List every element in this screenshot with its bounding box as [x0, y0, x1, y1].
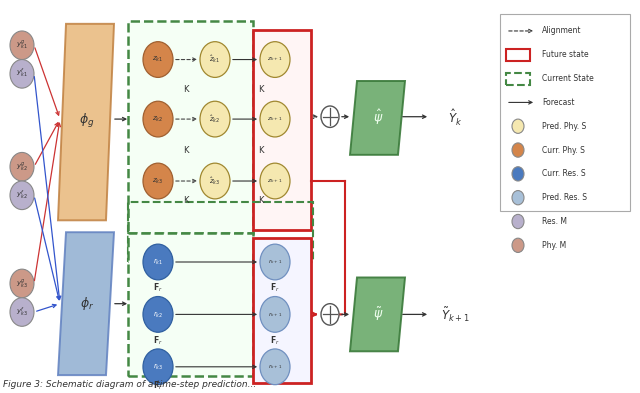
Text: $\tilde{Y}_{k+1}$: $\tilde{Y}_{k+1}$ [441, 305, 469, 323]
Circle shape [260, 244, 290, 280]
Text: $y_{k2}^g$: $y_{k2}^g$ [16, 161, 28, 173]
Bar [506, 49, 530, 61]
Circle shape [260, 42, 290, 77]
Text: $r_{k+1}$: $r_{k+1}$ [268, 362, 282, 371]
Circle shape [10, 269, 34, 298]
Circle shape [321, 106, 339, 127]
Polygon shape [58, 24, 114, 220]
Text: Phy. M: Phy. M [542, 241, 566, 250]
Text: $z_{k1}$: $z_{k1}$ [152, 55, 164, 64]
Text: $\hat{z}_{k1}$: $\hat{z}_{k1}$ [209, 54, 221, 65]
Bar [506, 73, 530, 84]
Text: $\mathbf{F}_r$: $\mathbf{F}_r$ [270, 282, 280, 294]
Text: $z_{k+1}$: $z_{k+1}$ [268, 55, 283, 64]
Text: Res. M: Res. M [542, 217, 567, 226]
Bar [128, 22, 253, 233]
Text: K: K [259, 145, 264, 154]
Text: $z_{k+1}$: $z_{k+1}$ [268, 115, 283, 123]
Bar [128, 202, 313, 262]
Text: $y_{k1}^f$: $y_{k1}^f$ [16, 67, 28, 81]
Text: $z_{k3}$: $z_{k3}$ [152, 176, 164, 185]
Text: Curr. Phy. S: Curr. Phy. S [542, 145, 585, 154]
Polygon shape [350, 81, 405, 155]
Text: $\phi_g$: $\phi_g$ [79, 112, 95, 130]
Text: Current State: Current State [542, 74, 594, 83]
Text: $y_{k3}^f$: $y_{k3}^f$ [16, 305, 28, 319]
Text: Forecast: Forecast [542, 98, 575, 107]
Text: K: K [183, 85, 189, 94]
Text: $\hat{z}_{k3}$: $\hat{z}_{k3}$ [209, 175, 221, 187]
Text: $\hat{Y}_{k}$: $\hat{Y}_{k}$ [448, 108, 462, 128]
Circle shape [143, 163, 173, 199]
Circle shape [512, 167, 524, 181]
Text: $y_{k1}^g$: $y_{k1}^g$ [16, 39, 28, 51]
Circle shape [10, 152, 34, 181]
Text: $\phi_r$: $\phi_r$ [80, 295, 94, 312]
Text: $r_{k+1}$: $r_{k+1}$ [268, 310, 282, 319]
Circle shape [143, 101, 173, 137]
Circle shape [260, 101, 290, 137]
Circle shape [512, 143, 524, 157]
Text: K: K [259, 85, 264, 94]
Circle shape [10, 31, 34, 60]
Circle shape [10, 60, 34, 88]
Bar [500, 14, 630, 211]
Text: K: K [259, 196, 264, 205]
Circle shape [260, 349, 290, 385]
Circle shape [512, 238, 524, 252]
Circle shape [321, 304, 339, 325]
Text: $r_{k3}$: $r_{k3}$ [153, 362, 163, 372]
Text: $\tilde{\psi}$: $\tilde{\psi}$ [372, 306, 383, 323]
Circle shape [260, 297, 290, 332]
Text: K: K [183, 145, 189, 154]
Circle shape [512, 214, 524, 229]
Bar [253, 238, 311, 384]
Circle shape [200, 42, 230, 77]
Text: $\hat{z}_{k2}$: $\hat{z}_{k2}$ [209, 113, 221, 125]
Text: $y_{k2}^f$: $y_{k2}^f$ [16, 189, 28, 202]
Text: $\mathbf{F}_r$: $\mathbf{F}_r$ [153, 380, 163, 392]
Polygon shape [58, 232, 114, 375]
Text: Pred. Phy. S: Pred. Phy. S [542, 122, 586, 131]
Circle shape [143, 297, 173, 332]
Circle shape [143, 244, 173, 280]
Bar [128, 233, 253, 376]
Circle shape [512, 191, 524, 205]
Text: $r_{k+1}$: $r_{k+1}$ [268, 257, 282, 266]
Text: $r_{k1}$: $r_{k1}$ [153, 257, 163, 267]
Text: Figure 3: Schematic diagram of a time-step prediction...: Figure 3: Schematic diagram of a time-st… [3, 380, 256, 389]
Text: $\mathbf{F}_r$: $\mathbf{F}_r$ [153, 282, 163, 294]
Circle shape [512, 119, 524, 133]
Circle shape [260, 163, 290, 199]
Bar [253, 30, 311, 230]
Text: $\mathbf{F}_r$: $\mathbf{F}_r$ [270, 334, 280, 347]
Text: Curr. Res. S: Curr. Res. S [542, 169, 586, 178]
Text: $\mathbf{F}_r$: $\mathbf{F}_r$ [153, 334, 163, 347]
Circle shape [143, 349, 173, 385]
Circle shape [143, 42, 173, 77]
Text: Future state: Future state [542, 50, 589, 59]
Text: Pred. Res. S: Pred. Res. S [542, 193, 587, 202]
Text: $r_{k2}$: $r_{k2}$ [153, 309, 163, 320]
Polygon shape [350, 277, 405, 351]
Text: $\hat{\psi}$: $\hat{\psi}$ [372, 108, 383, 127]
Circle shape [200, 163, 230, 199]
Text: $y_{k3}^g$: $y_{k3}^g$ [16, 277, 28, 290]
Circle shape [10, 298, 34, 326]
Circle shape [200, 101, 230, 137]
Text: Alignment: Alignment [542, 26, 582, 35]
Text: $z_{k+1}$: $z_{k+1}$ [268, 177, 283, 185]
Text: K: K [183, 196, 189, 205]
Text: $z_{k2}$: $z_{k2}$ [152, 114, 164, 124]
Circle shape [10, 181, 34, 209]
